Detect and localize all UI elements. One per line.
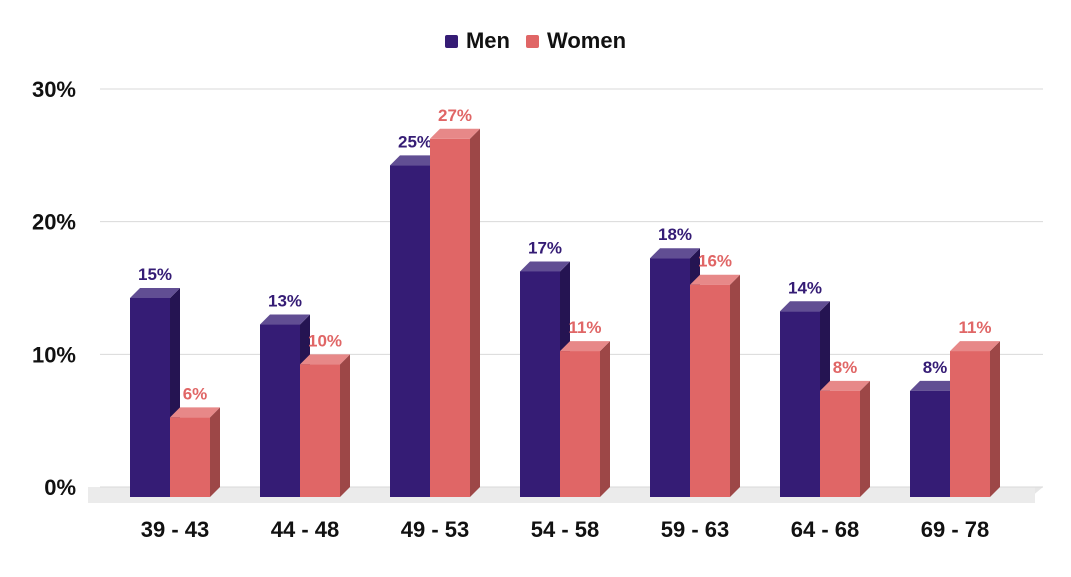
bar-women-4 [690, 284, 730, 497]
data-label-women-2: 27% [438, 106, 472, 125]
bar-top-women-4 [690, 274, 740, 285]
bar-top-men-0 [130, 288, 180, 298]
data-label-women-4: 16% [698, 252, 732, 271]
bar-top-men-3 [520, 261, 570, 272]
y-tick-label: 20% [32, 210, 76, 235]
data-label-women-0: 6% [183, 384, 208, 403]
bar-side-women-2 [470, 128, 480, 498]
x-tick-label: 39 - 43 [141, 517, 210, 542]
legend-swatch-women [525, 34, 539, 48]
legend-item-men: Men [444, 28, 510, 54]
x-tick-label: 69 - 78 [921, 517, 990, 542]
y-tick-label: 30% [32, 77, 76, 102]
bar-side-women-6 [990, 341, 1000, 497]
bar-men-0 [130, 298, 170, 497]
bar-top-women-6 [950, 341, 1000, 352]
data-label-men-4: 18% [658, 225, 692, 244]
bar-men-4 [650, 258, 690, 497]
x-tick-label: 49 - 53 [401, 517, 470, 542]
data-label-women-3: 11% [568, 318, 601, 337]
data-label-women-1: 10% [308, 331, 342, 350]
data-label-men-5: 14% [788, 278, 822, 297]
bar-women-2 [430, 138, 470, 498]
data-label-men-1: 13% [268, 292, 302, 311]
bar-women-6 [950, 351, 990, 497]
bar-men-2 [390, 165, 430, 498]
data-label-men-0: 15% [138, 265, 172, 284]
x-tick-label: 64 - 68 [791, 517, 860, 542]
bar-top-men-2 [390, 155, 440, 166]
bar-top-women-1 [300, 354, 350, 365]
legend-item-women: Women [525, 28, 627, 54]
data-label-men-6: 8% [923, 358, 948, 377]
bar-women-3 [560, 351, 600, 497]
bar-top-men-4 [650, 248, 700, 259]
legend-label-women: Women [546, 28, 627, 53]
legend-label-men: Men [465, 28, 510, 53]
legend: Men Women [0, 28, 1071, 54]
bar-women-1 [300, 364, 340, 497]
bar-top-men-5 [780, 301, 830, 312]
bar-top-women-5 [820, 380, 870, 391]
bar-side-women-1 [340, 354, 350, 497]
bar-men-1 [260, 324, 300, 497]
bar-top-women-0 [170, 407, 220, 418]
bar-top-women-3 [560, 341, 610, 352]
bar-side-women-5 [860, 380, 870, 497]
x-tick-label: 59 - 63 [661, 517, 730, 542]
legend-swatch-men [444, 34, 458, 48]
data-label-men-2: 25% [398, 132, 432, 151]
x-tick-label: 44 - 48 [271, 517, 340, 542]
bar-side-women-3 [600, 341, 610, 497]
bar-top-men-6 [910, 380, 960, 391]
x-tick-label: 54 - 58 [531, 517, 600, 542]
y-tick-label: 10% [32, 342, 76, 367]
bar-women-5 [820, 390, 860, 497]
bar-top-men-1 [260, 314, 310, 325]
y-tick-label: 0% [44, 475, 76, 500]
bar-top-women-2 [430, 128, 480, 139]
bar-side-women-4 [730, 274, 740, 497]
bar-men-6 [910, 390, 950, 497]
bar-side-women-0 [210, 407, 220, 497]
data-label-men-3: 17% [528, 238, 562, 257]
bar-women-0 [170, 417, 210, 497]
data-label-women-6: 11% [958, 318, 991, 337]
data-label-women-5: 8% [833, 358, 858, 377]
bar-men-3 [520, 271, 560, 497]
bar-men-5 [780, 311, 820, 497]
